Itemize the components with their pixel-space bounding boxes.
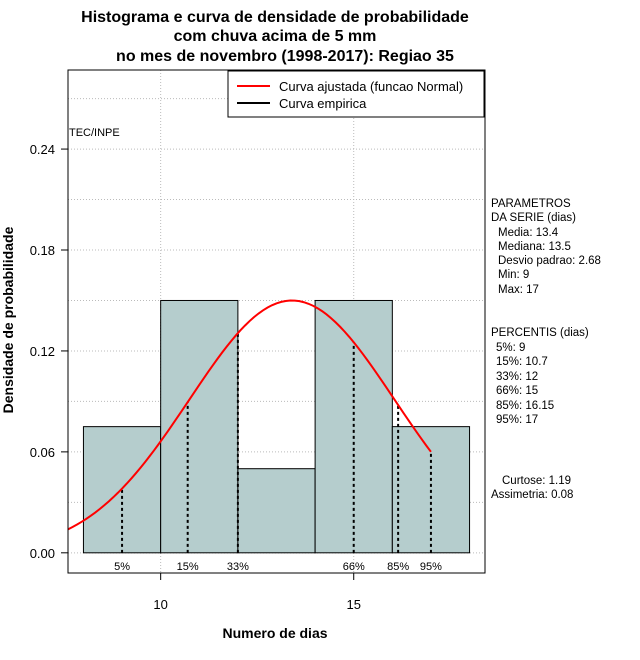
chart-title-line-3: no mes de novembro (1998-2017): Regiao 3… xyxy=(116,48,454,65)
parameter-max: Max: 17 xyxy=(498,284,539,296)
legend-box xyxy=(227,70,485,118)
axis-ticks: 10 15 0.00 0.06 0.12 0.18 0.24 xyxy=(30,142,361,612)
assimetria-text: Assimetria: 0.08 xyxy=(491,489,573,501)
chart-title-line-1: Histograma e curva de densidade de proba… xyxy=(81,9,469,26)
percentile-label: 66% xyxy=(343,561,365,573)
y-tick-label: 0.18 xyxy=(30,243,55,258)
percentis-title: PERCENTIS (dias) xyxy=(491,327,589,339)
legend-label-empirical: Curva empirica xyxy=(279,96,367,111)
percentile-label: 15% xyxy=(177,561,199,573)
percentil-33: 33%: 12 xyxy=(496,371,538,383)
source-annotation: TEC/INPE xyxy=(69,127,120,139)
parameter-min: Min: 9 xyxy=(498,269,529,281)
percentil-15: 15%: 10.7 xyxy=(496,356,548,368)
x-tick-label: 15 xyxy=(346,597,360,612)
curtose-text: Curtose: 1.19 xyxy=(502,475,571,487)
histogram-bar xyxy=(237,468,316,554)
chart-title-line-2: com chuva acima de 5 mm xyxy=(174,28,377,45)
fitted-curve-layer xyxy=(67,299,432,531)
percentile-label: 33% xyxy=(227,561,249,573)
legend-label-fitted: Curva ajustada (funcao Normal) xyxy=(279,79,463,94)
percentil-66: 66%: 15 xyxy=(496,385,538,397)
percentile-label: 85% xyxy=(387,561,409,573)
percentile-labels: 5% 15% 33% 66% 85% 95% xyxy=(114,561,442,573)
plot-frame xyxy=(67,69,486,574)
y-tick-label: 0.00 xyxy=(30,546,55,561)
parameters-title-1: PARAMETROS xyxy=(491,198,571,210)
y-tick-label: 0.24 xyxy=(30,142,55,157)
x-axis-title: Numero de dias xyxy=(222,625,327,641)
legend: Curva ajustada (funcao Normal) Curva emp… xyxy=(227,70,485,118)
histogram-bar xyxy=(391,426,471,554)
y-tick-label: 0.12 xyxy=(30,344,55,359)
percentil-95: 95%: 17 xyxy=(496,414,538,426)
percentil-85: 85%: 16.15 xyxy=(496,400,554,412)
percentil-5: 5%: 9 xyxy=(496,342,525,354)
percentile-lines xyxy=(121,333,432,553)
parameter-media: Media: 13.4 xyxy=(498,227,559,239)
x-tick-label: 10 xyxy=(153,597,167,612)
percentile-label: 95% xyxy=(420,561,442,573)
histogram-bar xyxy=(160,299,239,554)
side-panel: PARAMETROS DA SERIE (dias) Media: 13.4 M… xyxy=(491,198,601,501)
percentile-label: 5% xyxy=(114,561,130,573)
fitted-normal-curve xyxy=(67,299,432,531)
y-axis-title: Densidade de probabilidade xyxy=(0,226,16,413)
y-tick-label: 0.06 xyxy=(30,445,55,460)
parameter-mediana: Mediana: 13.5 xyxy=(498,241,571,253)
histogram-bars xyxy=(82,299,471,554)
parameters-title-2: DA SERIE (dias) xyxy=(491,212,576,224)
parameter-desvio: Desvio padrao: 2.68 xyxy=(498,255,601,267)
